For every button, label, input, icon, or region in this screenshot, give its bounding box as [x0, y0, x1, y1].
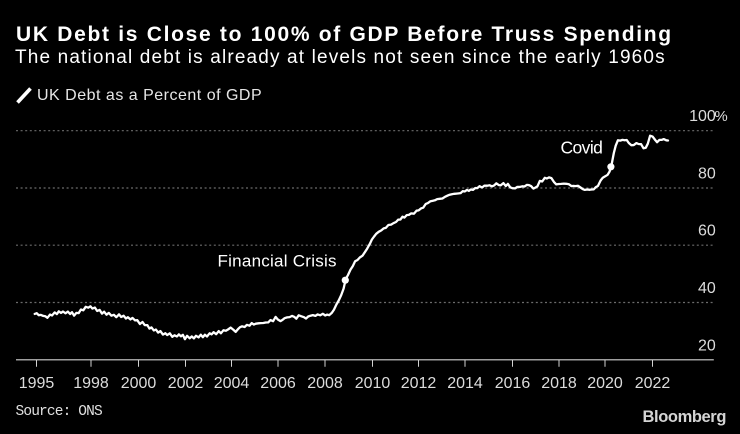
- svg-text:80: 80: [698, 166, 716, 183]
- svg-text:1995: 1995: [19, 375, 55, 392]
- svg-text:2012: 2012: [401, 375, 437, 392]
- svg-text:Financial Crisis: Financial Crisis: [218, 252, 337, 271]
- svg-text:2006: 2006: [260, 375, 296, 392]
- svg-text:Covid: Covid: [561, 138, 603, 158]
- svg-text:%: %: [714, 108, 727, 125]
- svg-text:100: 100: [689, 108, 716, 125]
- svg-text:2016: 2016: [495, 375, 531, 392]
- svg-text:2014: 2014: [447, 375, 483, 392]
- svg-text:2020: 2020: [587, 375, 623, 392]
- svg-text:2000: 2000: [121, 375, 157, 392]
- svg-text:2010: 2010: [355, 375, 391, 392]
- svg-text:2018: 2018: [541, 375, 577, 392]
- svg-text:2008: 2008: [307, 375, 343, 392]
- svg-text:2002: 2002: [168, 375, 204, 392]
- svg-text:2022: 2022: [635, 375, 671, 392]
- svg-text:20: 20: [698, 337, 716, 354]
- svg-text:2004: 2004: [214, 375, 250, 392]
- svg-text:1998: 1998: [73, 375, 109, 392]
- svg-text:60: 60: [698, 223, 716, 240]
- svg-text:40: 40: [698, 280, 716, 297]
